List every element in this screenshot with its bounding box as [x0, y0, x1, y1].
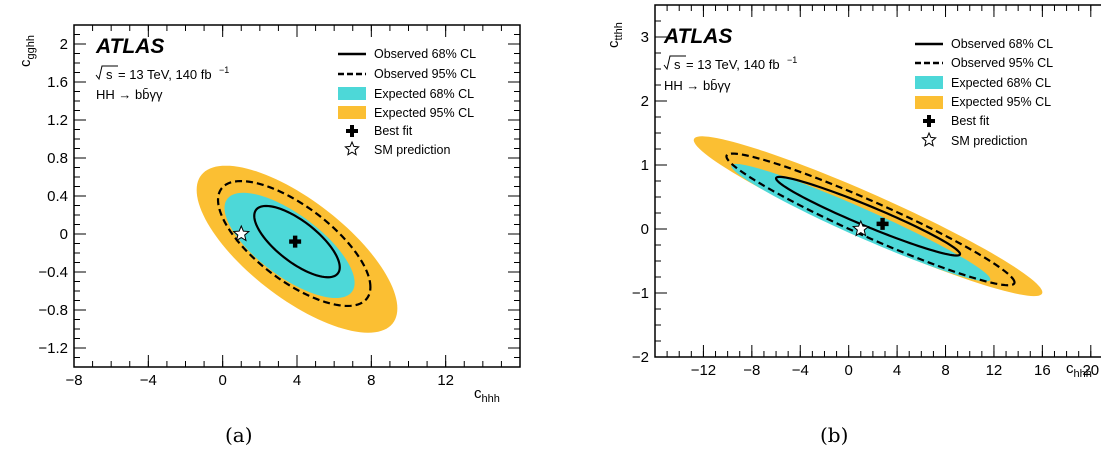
legend-best-fit-b: Best fit: [951, 114, 990, 128]
x-ticks-b: −12 −8 −4 0 4 8 12 16 20: [654, 5, 1099, 379]
energy-label-b: s = 13 TeV, 140 fb −1: [663, 55, 797, 72]
contours-a: [196, 165, 398, 333]
legend-star-icon-b: [921, 131, 937, 147]
x-tick-label: 0: [218, 372, 226, 389]
y-tick-label: 2: [60, 36, 68, 53]
legend-cyan-box-b: [915, 76, 943, 89]
legend-a: Observed 68% CL Observed 95% CL Expected…: [338, 47, 476, 157]
y-tick-label: −1: [632, 285, 649, 302]
sm-prediction-star-b: [851, 219, 870, 237]
y-tick-label: 3: [641, 29, 649, 46]
legend-expected-68-a: Expected 68% CL: [374, 87, 474, 101]
svg-text:−1: −1: [787, 55, 797, 65]
legend-observed-68-b: Observed 68% CL: [951, 37, 1053, 51]
legend-star-icon-a: [344, 140, 360, 156]
panel-a: −8 −4 0 4 8 12 −1.2 −0.8 −0.4 0 0.4 0.8 1.2 1.6 2 ATL…: [17, 24, 521, 447]
y-axis-label-a: cgghh: [17, 35, 37, 67]
x-tick-label: 4: [893, 362, 901, 379]
caption-a: (a): [225, 423, 253, 447]
y-tick-label: −0.4: [38, 264, 68, 281]
y-ticks-a: −1.2 −0.8 −0.4 0 0.4 0.8 1.2 1.6 2: [38, 24, 520, 368]
legend-sm-prediction-b: SM prediction: [951, 134, 1027, 148]
x-tick-label: 8: [941, 362, 949, 379]
x-tick-label: 0: [845, 362, 853, 379]
observed-95-contour-a: [216, 179, 372, 308]
y-tick-label: −2: [632, 349, 649, 366]
atlas-label-a: ATLAS: [95, 35, 164, 58]
observed-95-contour-b: [725, 152, 1016, 287]
svg-text:s: s: [674, 57, 681, 72]
legend-b: Observed 68% CL Observed 95% CL Expected…: [915, 37, 1053, 148]
legend-cross-icon-a: [346, 125, 358, 137]
y-tick-label: 1: [641, 157, 649, 174]
svg-text:= 13 TeV, 140 fb: = 13 TeV, 140 fb: [118, 67, 212, 82]
x-tick-label: −8: [65, 372, 82, 389]
x-tick-label: 12: [986, 362, 1003, 379]
legend-observed-95-a: Observed 95% CL: [374, 67, 476, 81]
y-tick-label: −0.8: [38, 302, 68, 319]
y-tick-label: 1.6: [47, 74, 68, 91]
y-tick-label: 0.4: [47, 188, 68, 205]
y-tick-label: −1.2: [38, 340, 68, 357]
x-tick-label: 12: [437, 372, 454, 389]
x-tick-label: −8: [743, 362, 760, 379]
observed-68-contour-a: [253, 204, 341, 279]
expected-68-region-a: [224, 192, 355, 299]
process-label-a: HH → bb̄γγ: [96, 87, 163, 102]
legend-cyan-box-a: [338, 87, 366, 100]
sqrt-symbol-b: [663, 55, 686, 71]
best-fit-marker-a: [289, 235, 302, 248]
x-tick-label: −4: [792, 362, 809, 379]
x-tick-label: −12: [691, 362, 716, 379]
svg-text:= 13 TeV, 140 fb: = 13 TeV, 140 fb: [686, 57, 780, 72]
observed-68-contour-b: [774, 175, 962, 257]
y-ticks-b: −2 −1 0 1 2 3: [632, 4, 667, 366]
legend-cross-icon-b: [923, 115, 935, 127]
y-tick-label: 1.2: [47, 112, 68, 129]
atlas-label-b: ATLAS: [663, 25, 732, 48]
x-axis-label-a: chhh: [474, 385, 500, 405]
x-ticks-a: −8 −4 0 4 8 12: [65, 25, 521, 389]
x-tick-label: 4: [293, 372, 301, 389]
contours-b: [693, 136, 1043, 297]
caption-b: (b): [820, 423, 848, 447]
legend-sm-prediction-a: SM prediction: [374, 143, 450, 157]
process-label-b: HH → bb̄γγ: [664, 78, 731, 93]
legend-expected-95-b: Expected 95% CL: [951, 95, 1051, 109]
best-fit-marker-b: [876, 217, 889, 230]
legend-best-fit-a: Best fit: [374, 124, 413, 138]
legend-orange-box-a: [338, 106, 366, 119]
legend-observed-68-a: Observed 68% CL: [374, 47, 476, 61]
legend-orange-box-b: [915, 96, 943, 109]
y-tick-label: 0.8: [47, 150, 68, 167]
y-tick-label: 0: [641, 221, 649, 238]
y-tick-label: 0: [60, 226, 68, 243]
y-axis-label-b: ctthh: [605, 22, 625, 48]
svg-text:s: s: [106, 67, 113, 82]
legend-expected-95-a: Expected 95% CL: [374, 106, 474, 120]
svg-text:−1: −1: [219, 65, 229, 75]
legend-observed-95-b: Observed 95% CL: [951, 56, 1053, 70]
x-axis-label-b: chhh: [1066, 360, 1092, 380]
x-tick-label: 20: [1082, 362, 1099, 379]
x-tick-label: 8: [367, 372, 375, 389]
legend-expected-68-b: Expected 68% CL: [951, 76, 1051, 90]
y-tick-label: 2: [641, 93, 649, 110]
energy-label-a: s = 13 TeV, 140 fb −1: [95, 65, 229, 82]
sqrt-symbol-a: [95, 65, 118, 81]
sm-prediction-star-a: [232, 224, 251, 242]
x-tick-label: 16: [1034, 362, 1051, 379]
x-tick-label: −4: [140, 372, 157, 389]
